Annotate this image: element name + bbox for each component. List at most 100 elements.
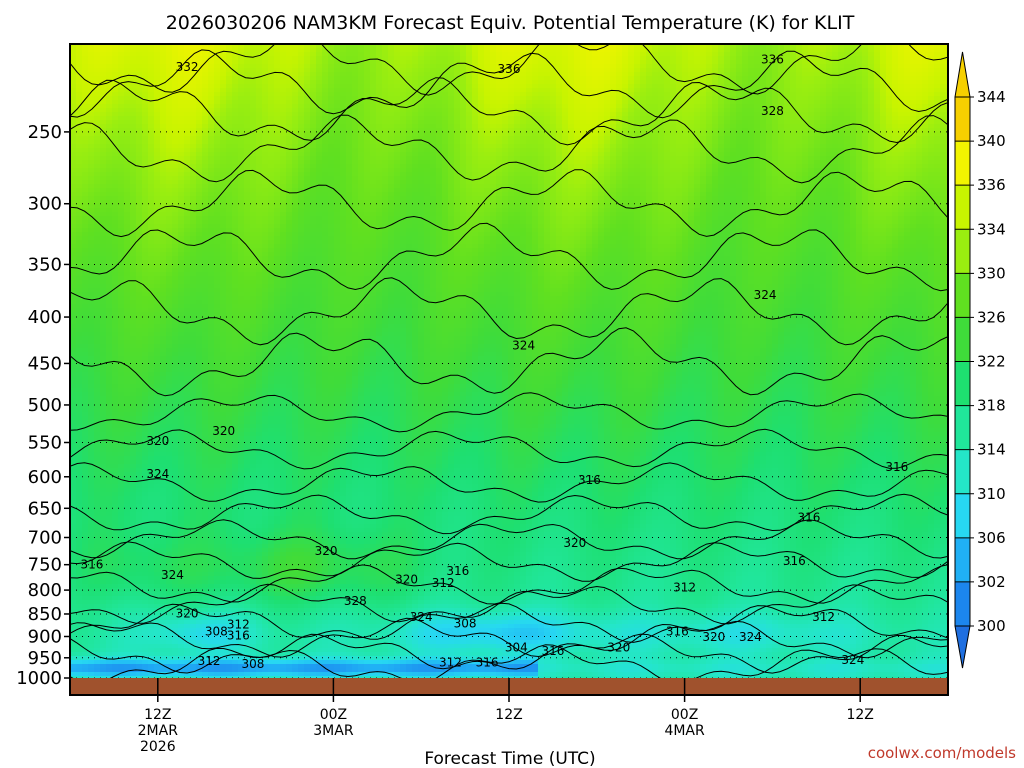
- y-tick-label: 350: [28, 254, 62, 275]
- contour-label: 320: [702, 630, 725, 644]
- colorbar-tick-label: 322: [977, 353, 1006, 371]
- colorbar-tick-label: 300: [977, 617, 1006, 635]
- contour-label: 316: [80, 558, 103, 572]
- colorbar-swatch: [955, 229, 970, 274]
- contour-label: 320: [176, 607, 199, 621]
- contour-label: 324: [410, 610, 433, 624]
- contour-label: 316: [783, 554, 806, 568]
- contour-label: 316: [578, 473, 601, 487]
- y-tick-label: 550: [28, 432, 62, 453]
- colorbar-swatch: [955, 537, 970, 583]
- contour-line: [70, 77, 948, 146]
- contour-label: 312: [439, 656, 462, 670]
- contour-line: [70, 462, 948, 503]
- colorbar-swatch: [955, 493, 970, 539]
- contour-label: 312: [812, 610, 835, 624]
- y-tick-label: 650: [28, 498, 62, 519]
- contour-label: 324: [146, 467, 169, 481]
- colorbar-swatch: [955, 97, 970, 142]
- contour-label: 320: [212, 424, 235, 438]
- y-tick-label: 1000: [16, 668, 62, 689]
- colorbar-tick-label: 340: [977, 132, 1006, 150]
- colorbar-max-arrow: [954, 51, 971, 98]
- contour-label: 316: [885, 460, 908, 474]
- contour-label: 336: [761, 52, 784, 66]
- contour-label: 304: [505, 641, 528, 655]
- contour-label: 324: [754, 288, 777, 302]
- chart-title: 2026030206 NAM3KM Forecast Equiv. Potent…: [166, 12, 855, 34]
- contour-label: 320: [607, 641, 630, 655]
- contour-line: [70, 49, 948, 119]
- colorbar-tick-label: 302: [977, 573, 1006, 591]
- x-tick-label: 4MAR: [664, 723, 705, 739]
- contour-label: 324: [739, 630, 762, 644]
- colorbar: 300 302 306 310 314 318 322 326 330 334 336 340 344: [954, 51, 1006, 669]
- contour-label: 320: [146, 434, 169, 448]
- contour-label: 308: [205, 625, 228, 639]
- contour-line: [70, 222, 948, 292]
- colorbar-tick-label: 310: [977, 485, 1006, 503]
- y-tick-label: 700: [28, 527, 62, 548]
- contour-line: [70, 583, 948, 625]
- colorbar-swatch: [955, 185, 970, 230]
- contour-line: [70, 493, 948, 535]
- y-tick-label: 850: [28, 604, 62, 625]
- colorbar-min-arrow: [954, 625, 971, 669]
- colorbar-swatch: [955, 141, 970, 186]
- contour-label: 328: [761, 104, 784, 118]
- contour-label: 336: [498, 62, 521, 76]
- colorbar-swatch: [955, 581, 970, 627]
- colorbar-swatch: [955, 317, 970, 362]
- contour-label: 320: [315, 544, 338, 558]
- y-tick-label: 900: [28, 626, 62, 647]
- colorbar-tick-label: 314: [977, 441, 1006, 459]
- contour-line: [70, 392, 948, 433]
- x-tick-label: 12Z: [846, 707, 873, 723]
- contour-label: 316: [476, 656, 499, 670]
- contour-label: 316: [541, 644, 564, 658]
- contour-line: [70, 564, 948, 605]
- y-tick-label: 250: [28, 122, 62, 143]
- contour-label: 308: [454, 617, 477, 631]
- contour-label: 316: [446, 564, 469, 578]
- contour-label: 324: [161, 568, 184, 582]
- contour-line: [70, 428, 948, 470]
- contour-label: 320: [395, 573, 418, 587]
- contour-label: 328: [344, 594, 367, 608]
- x-axis-label: Forecast Time (UTC): [424, 749, 595, 768]
- contour-label: 316: [666, 625, 689, 639]
- contour-label: 312: [673, 581, 696, 595]
- y-tick-label: 500: [28, 395, 62, 416]
- contour-label: 312: [227, 617, 250, 631]
- colorbar-swatch: [955, 273, 970, 318]
- y-axis: 2503003504004505005506006507007508008509…: [16, 122, 70, 689]
- contour-line: [70, 327, 948, 397]
- contour-line: [70, 114, 948, 184]
- contour-line: [70, 602, 948, 643]
- colorbar-tick-label: 330: [977, 264, 1006, 282]
- contour-line: [70, 277, 948, 346]
- colorbar-tick-label: 318: [977, 397, 1006, 415]
- contour-lines: [70, 44, 948, 678]
- contour-line: [70, 541, 948, 582]
- colorbar-swatch: [955, 361, 970, 407]
- plot-area: [70, 44, 948, 678]
- x-tick-label: 2MAR: [138, 723, 179, 739]
- colorbar-tick-label: 344: [977, 88, 1006, 106]
- credit-link[interactable]: coolwx.com/models: [868, 744, 1016, 762]
- contour-label: 312: [432, 576, 455, 590]
- contour-label: 324: [512, 339, 535, 353]
- y-tick-label: 750: [28, 555, 62, 576]
- y-tick-label: 300: [28, 194, 62, 215]
- x-tick-label: 00Z: [671, 707, 698, 723]
- x-tick-label: 12Z: [495, 707, 522, 723]
- contour-line: [70, 44, 948, 96]
- contour-label: 312: [198, 654, 221, 668]
- colorbar-swatch: [955, 405, 970, 451]
- colorbar-tick-label: 336: [977, 176, 1006, 194]
- y-tick-label: 800: [28, 580, 62, 601]
- contour-labels: 332 336 336 328 324 324 320 320 324 316 316 316 320 3…: [80, 52, 908, 671]
- y-tick-label: 950: [28, 648, 62, 669]
